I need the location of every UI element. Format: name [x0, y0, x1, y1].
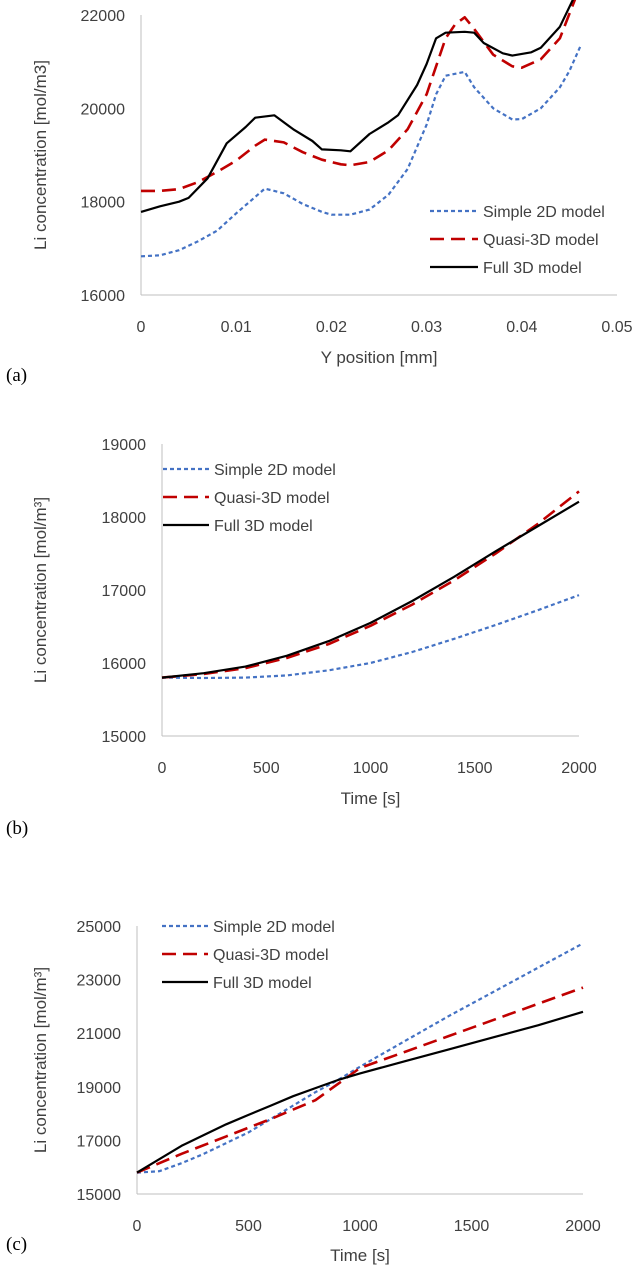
- x-tick-label: 1000: [342, 1218, 378, 1235]
- y-tick-label: 16000: [81, 288, 126, 305]
- x-tick-label: 1000: [353, 760, 389, 777]
- legend-label: Simple 2D model: [483, 204, 605, 221]
- panel-label: (b): [6, 818, 28, 839]
- x-tick-label: 2000: [561, 760, 597, 777]
- legend: Simple 2D model Quasi-3D model Full 3D mod…: [430, 204, 605, 277]
- y-tick-label: 21000: [77, 1026, 122, 1043]
- x-tick-label: 500: [235, 1218, 262, 1235]
- legend-label: Quasi-3D model: [213, 947, 329, 964]
- legend-label: Quasi-3D model: [214, 490, 330, 507]
- panel-label: (a): [6, 365, 27, 386]
- x-tick-label: 1500: [454, 1218, 490, 1235]
- y-tick-label: 23000: [77, 973, 122, 990]
- y-axis-title: Li concentration [mol/m³]: [31, 497, 50, 683]
- chart-panel-b: 15000 16000 17000 18000 19000 0 500 1000 1500 200…: [6, 437, 597, 839]
- y-axis-title: Li concentration [mol/m³]: [31, 967, 50, 1153]
- legend-label: Full 3D model: [483, 260, 582, 277]
- y-tick-label: 17000: [102, 583, 147, 600]
- y-tick-label: 16000: [102, 656, 147, 673]
- series-line-full-3d: [136, 1010, 584, 1174]
- panel-label: (c): [6, 1234, 27, 1255]
- x-tick-label: 0.04: [506, 319, 537, 336]
- series-line-quasi-3d: [141, 0, 577, 193]
- x-tick-label: 0.01: [221, 319, 252, 336]
- x-tick-label: 0: [137, 319, 146, 336]
- y-tick-label: 15000: [102, 729, 147, 746]
- legend: Simple 2D model Quasi-3D model Full 3D mod…: [162, 919, 335, 992]
- x-tick-label: 0.03: [411, 319, 442, 336]
- legend-label: Quasi-3D model: [483, 232, 599, 249]
- series-line-full-3d: [161, 500, 580, 679]
- y-tick-label: 25000: [77, 919, 122, 936]
- x-tick-label: 2000: [565, 1218, 601, 1235]
- legend-label: Full 3D model: [213, 975, 312, 992]
- x-tick-label: 500: [253, 760, 280, 777]
- legend-label: Simple 2D model: [213, 919, 335, 936]
- legend-label: Simple 2D model: [214, 462, 336, 479]
- x-axis-title: Time [s]: [330, 1246, 390, 1265]
- y-tick-label: 22000: [81, 8, 126, 25]
- y-tick-label: 19000: [102, 437, 147, 454]
- x-tick-label: 0.05: [601, 319, 632, 336]
- chart-panel-c: 15000 17000 19000 21000 23000 25000 0 500 1000 15…: [6, 919, 601, 1265]
- y-tick-label: 15000: [77, 1187, 122, 1204]
- legend: Simple 2D model Quasi-3D model Full 3D mod…: [163, 462, 336, 535]
- x-tick-label: 1500: [457, 760, 493, 777]
- y-tick-label: 19000: [77, 1080, 122, 1097]
- series-line-quasi-3d: [136, 986, 584, 1174]
- series-line-simple-2d: [136, 942, 584, 1174]
- series-line-simple-2d: [161, 594, 580, 680]
- x-tick-label: 0.02: [316, 319, 347, 336]
- chart-panel-a: 16000 18000 20000 22000 0 0.01 0.02 0.03 0.04 0.0…: [6, 0, 633, 386]
- x-tick-label: 0: [158, 760, 167, 777]
- y-axis-title: Li concentration [mol/m3]: [31, 60, 50, 250]
- y-tick-label: 18000: [81, 195, 126, 212]
- x-axis-title: Time [s]: [341, 789, 401, 808]
- legend-label: Full 3D model: [214, 518, 313, 535]
- series-line-quasi-3d: [161, 490, 580, 679]
- series-line-full-3d: [140, 0, 574, 213]
- x-axis-title: Y position [mm]: [321, 348, 438, 367]
- series-line-simple-2d: [140, 44, 582, 258]
- x-tick-label: 0: [133, 1218, 142, 1235]
- y-tick-label: 17000: [77, 1133, 122, 1150]
- y-tick-label: 20000: [81, 101, 126, 118]
- y-tick-label: 18000: [102, 510, 147, 527]
